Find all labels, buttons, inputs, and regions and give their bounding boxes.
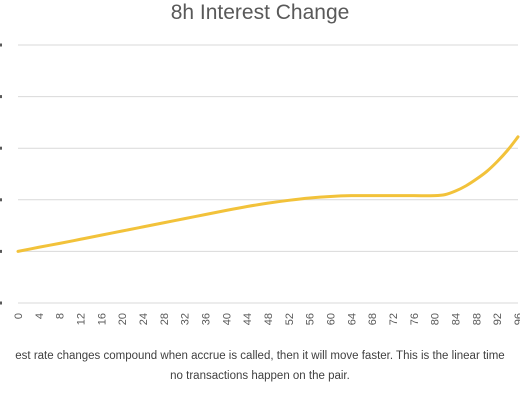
- y-tick-fragment: [0, 95, 2, 99]
- x-tick-label: 24: [138, 313, 150, 325]
- x-tick-label: 16: [96, 313, 108, 325]
- x-tick-label: 60: [326, 313, 338, 325]
- x-tick-label: 20: [117, 313, 129, 325]
- y-tick-fragment: [0, 249, 2, 253]
- series-group: [16, 135, 520, 253]
- x-tick-label: 28: [159, 313, 171, 325]
- x-tick-label: 88: [471, 313, 483, 325]
- x-tick-label: 96: [513, 313, 520, 325]
- gridlines: [18, 44, 518, 304]
- series-line: [16, 135, 520, 253]
- x-tick-label: 68: [367, 313, 379, 325]
- x-tick-label: 92: [492, 313, 504, 325]
- x-tick-label: 36: [201, 313, 213, 325]
- x-tick-label: 12: [76, 313, 88, 325]
- x-tick-label: 40: [221, 313, 233, 325]
- x-tick-label: 52: [284, 313, 296, 325]
- x-tick-label: 48: [263, 313, 275, 325]
- y-tick-fragment: [0, 146, 2, 150]
- x-tick-label: 4: [34, 313, 46, 319]
- x-tick-label: 80: [430, 313, 442, 325]
- caption-line-1: est rate changes compound when accrue is…: [15, 350, 505, 362]
- caption-line-2: no transactions happen on the pair.: [170, 370, 350, 382]
- x-tick-label: 44: [242, 313, 254, 325]
- y-tick-fragment: [0, 198, 2, 202]
- x-tick-label: 8: [55, 313, 67, 319]
- chart-title: 8h Interest Change: [170, 1, 350, 24]
- y-axis-ticks: [0, 43, 2, 305]
- x-tick-label: 72: [388, 313, 400, 325]
- y-tick-fragment: [0, 43, 2, 47]
- x-tick-label: 64: [346, 313, 358, 325]
- x-axis-ticks: 0 4 8 12 16 20 24 28 32 36 40 44 48 52 56 60 64 68 72 76 80 8…: [13, 313, 520, 325]
- x-tick-label: 84: [451, 313, 463, 325]
- x-tick-label: 32: [180, 313, 192, 325]
- x-tick-label: 56: [305, 313, 317, 325]
- x-tick-label: 76: [409, 313, 421, 325]
- y-tick-fragment: [0, 301, 2, 305]
- x-tick-label: 0: [13, 313, 25, 319]
